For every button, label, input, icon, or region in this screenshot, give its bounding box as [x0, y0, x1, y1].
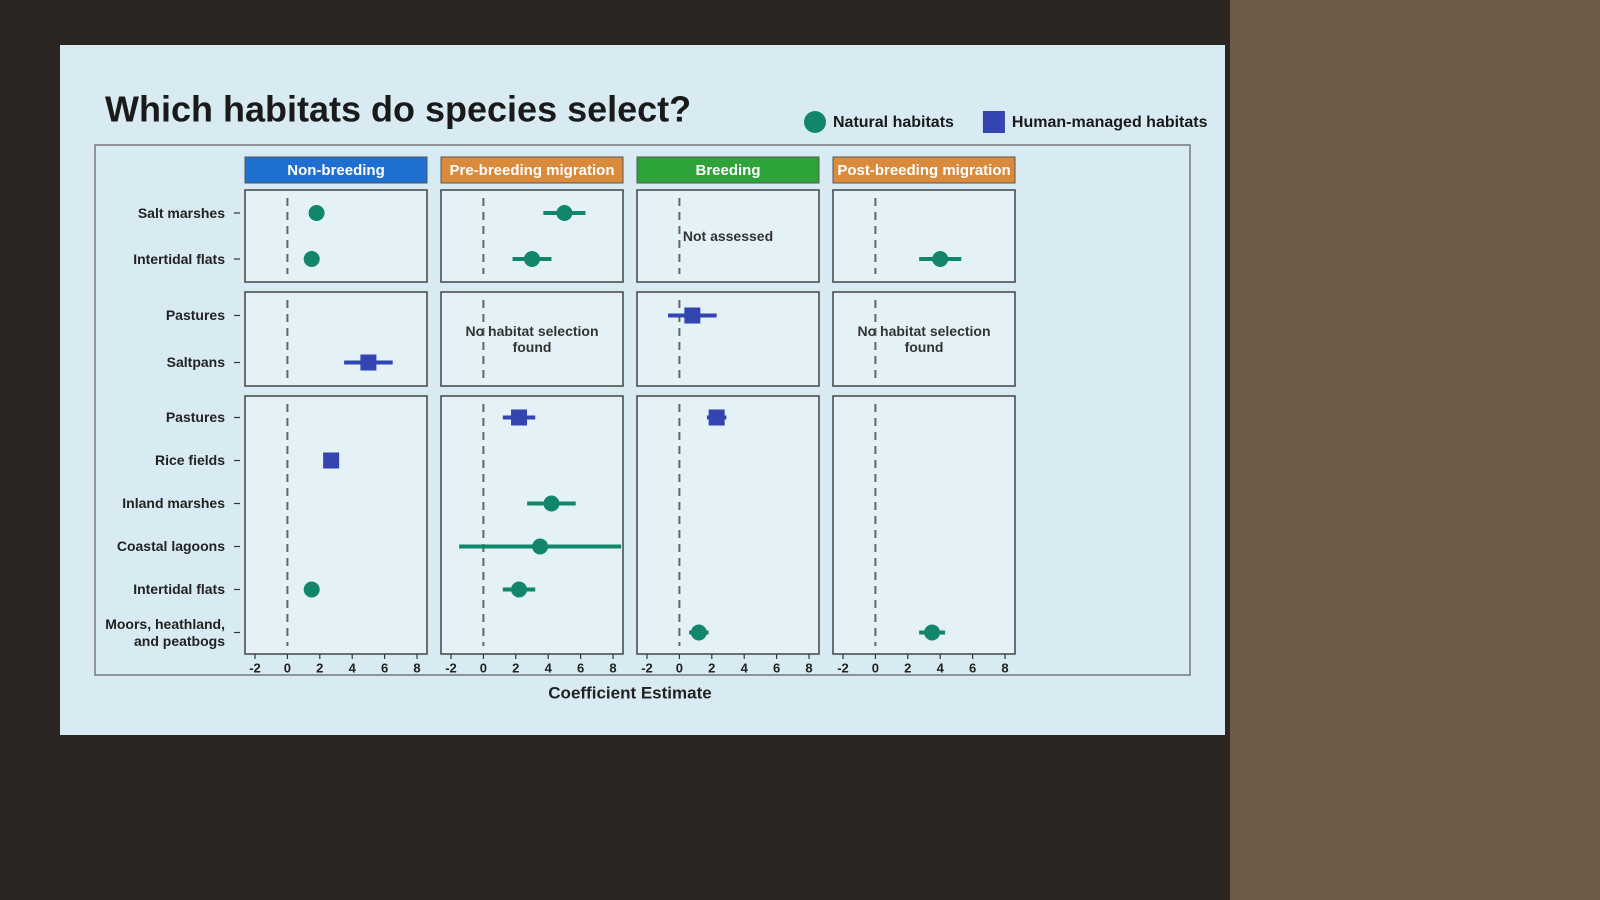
x-tick-label: 8	[609, 660, 616, 675]
panel	[244, 189, 428, 283]
point	[532, 538, 549, 555]
x-tick-label: -2	[641, 660, 653, 675]
x-tick-label: 2	[512, 660, 519, 675]
x-tick-label: 8	[1001, 660, 1008, 675]
season-header-label: Non-breeding	[287, 162, 385, 179]
y-label-box: Coastal lagoons	[116, 538, 225, 555]
y-tick-label: Pastures	[165, 307, 225, 324]
panel	[636, 291, 820, 387]
panel	[636, 395, 820, 655]
x-tick-label: 4	[937, 660, 945, 675]
plot-frame	[94, 144, 1191, 676]
y-label-box: Rice fields	[154, 452, 225, 469]
curtain	[1230, 0, 1600, 900]
y-tick-label: Moors, heathland, and peatbogs	[105, 616, 225, 649]
season-header-label: Pre-breeding migration	[449, 162, 614, 179]
y-tick-label: Coastal lagoons	[116, 538, 225, 555]
point	[303, 251, 320, 267]
panel	[832, 291, 1016, 387]
point	[932, 251, 949, 267]
legend-label: Human-managed habitats	[1012, 114, 1208, 131]
x-tick-label: 4	[741, 660, 749, 675]
season-header-label: Breeding	[695, 162, 760, 179]
x-tick-label: 2	[904, 660, 911, 675]
y-label-box: Intertidal flats	[133, 581, 225, 598]
point	[924, 624, 941, 641]
point	[308, 205, 325, 221]
y-label-box: Saltpans	[166, 354, 225, 371]
point	[303, 581, 320, 598]
panel	[440, 395, 624, 655]
point	[708, 409, 725, 426]
y-tick-label: Intertidal flats	[133, 250, 225, 267]
y-label-box: Moors, heathland, and peatbogs	[105, 616, 225, 649]
panel-note: Not assessed	[682, 228, 774, 244]
chart-title: Which habitats do species select?	[105, 89, 691, 130]
panel	[244, 291, 428, 387]
x-tick-label: -2	[249, 660, 261, 675]
point	[360, 354, 377, 371]
x-tick-label: 8	[413, 660, 420, 675]
x-tick-label: 0	[284, 660, 291, 675]
x-tick-label: -2	[445, 660, 457, 675]
x-axis-title: Coefficient Estimate	[548, 683, 711, 702]
x-tick-label: 0	[480, 660, 487, 675]
point	[556, 205, 573, 221]
legend-marker	[804, 111, 826, 133]
season-header	[244, 156, 428, 184]
x-tick-label: 6	[577, 660, 584, 675]
point	[690, 624, 707, 641]
y-label-box: Intertidal flats	[133, 250, 225, 267]
panel	[636, 189, 820, 283]
season-header	[440, 156, 624, 184]
point	[524, 251, 540, 267]
y-label-box: Pastures	[165, 307, 225, 324]
x-tick-label: 6	[969, 660, 976, 675]
point	[543, 495, 560, 512]
y-label-box: Inland marshes	[122, 495, 225, 512]
y-tick-label: Salt marshes	[137, 204, 225, 221]
x-tick-label: 0	[676, 660, 683, 675]
panel	[440, 291, 624, 387]
season-header	[636, 156, 820, 184]
y-label-box: Pastures	[165, 409, 225, 426]
panel	[832, 395, 1016, 655]
x-tick-label: 2	[708, 660, 715, 675]
x-tick-label: 8	[805, 660, 812, 675]
point	[684, 307, 701, 324]
y-tick-label: Saltpans	[166, 354, 225, 371]
season-header	[832, 156, 1016, 184]
panel-note: No habitat selection found	[857, 323, 991, 355]
legend-label: Natural habitats	[833, 114, 954, 131]
x-tick-label: -2	[837, 660, 849, 675]
panel	[244, 395, 428, 655]
panel	[440, 189, 624, 283]
point	[511, 581, 528, 598]
note-box: No habitat selection found	[465, 323, 599, 355]
y-tick-label: Intertidal flats	[133, 581, 225, 598]
panel-note: No habitat selection found	[465, 323, 599, 355]
x-tick-label: 4	[545, 660, 553, 675]
note-box: Not assessed	[682, 228, 774, 244]
panel	[832, 189, 1016, 283]
point	[323, 452, 340, 469]
x-tick-label: 0	[872, 660, 879, 675]
legend-marker	[982, 111, 1005, 133]
point	[511, 409, 528, 426]
x-tick-label: 4	[349, 660, 357, 675]
y-tick-label: Rice fields	[154, 452, 225, 469]
x-tick-label: 6	[773, 660, 780, 675]
x-tick-label: 2	[316, 660, 323, 675]
y-tick-label: Inland marshes	[122, 495, 225, 512]
y-label-box: Salt marshes	[137, 204, 225, 221]
x-tick-label: 6	[381, 660, 388, 675]
season-header-label: Post-breeding migration	[837, 162, 1010, 179]
y-tick-label: Pastures	[165, 409, 225, 426]
note-box: No habitat selection found	[857, 323, 991, 355]
